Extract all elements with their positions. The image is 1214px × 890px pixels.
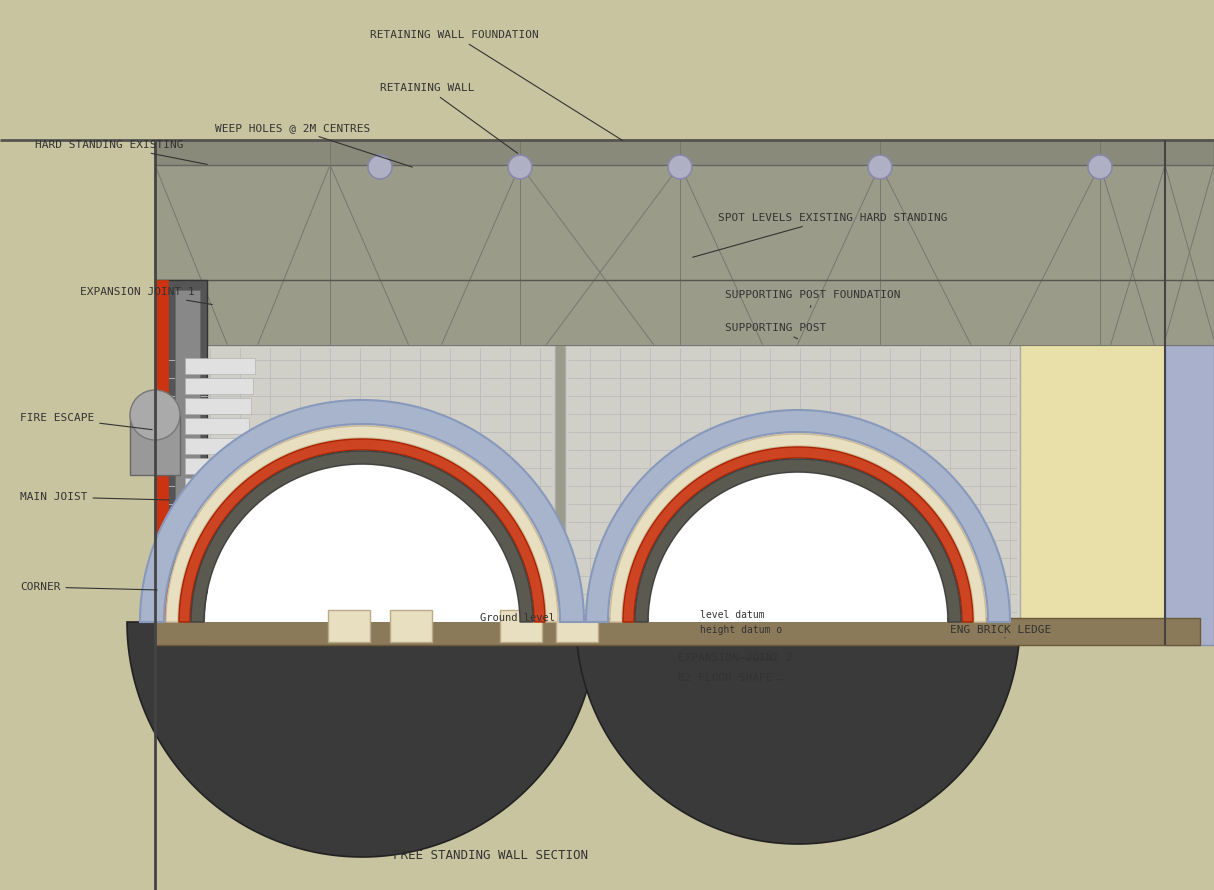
Polygon shape: [130, 415, 180, 475]
Polygon shape: [575, 622, 1020, 844]
Polygon shape: [185, 458, 245, 474]
Polygon shape: [649, 473, 947, 622]
Text: CORNER: CORNER: [19, 582, 158, 592]
Polygon shape: [965, 345, 1199, 625]
Polygon shape: [205, 465, 520, 622]
Polygon shape: [191, 451, 533, 622]
Polygon shape: [185, 378, 253, 394]
Polygon shape: [155, 140, 1214, 165]
Polygon shape: [185, 398, 251, 414]
Text: RETAINING WALL FOUNDATION: RETAINING WALL FOUNDATION: [370, 30, 623, 141]
Polygon shape: [165, 345, 555, 625]
Circle shape: [368, 155, 392, 179]
Polygon shape: [155, 160, 1214, 600]
Polygon shape: [586, 410, 1010, 622]
Text: FREE STANDING WALL SECTION: FREE STANDING WALL SECTION: [392, 848, 588, 862]
Polygon shape: [500, 610, 541, 642]
Polygon shape: [623, 447, 972, 622]
Polygon shape: [185, 358, 255, 374]
Text: EXPANSION JOINT 2: EXPANSION JOINT 2: [677, 653, 793, 663]
Text: EXPANSION JOINT 1: EXPANSION JOINT 1: [80, 287, 212, 304]
Text: SUPPORTING POST FOUNDATION: SUPPORTING POST FOUNDATION: [725, 290, 901, 307]
Text: MAIN JOIST: MAIN JOIST: [19, 492, 169, 502]
Text: WEEP HOLES @ 2M CENTRES: WEEP HOLES @ 2M CENTRES: [215, 123, 413, 167]
Polygon shape: [155, 280, 168, 645]
Polygon shape: [185, 498, 242, 514]
Polygon shape: [140, 400, 584, 622]
Polygon shape: [1165, 345, 1214, 645]
Polygon shape: [185, 438, 246, 454]
Text: 82 FLOOR SHAPE: 82 FLOOR SHAPE: [677, 673, 785, 683]
Circle shape: [668, 155, 692, 179]
Text: Ground level: Ground level: [480, 613, 555, 623]
Text: HARD STANDING EXISTING: HARD STANDING EXISTING: [35, 140, 208, 165]
Circle shape: [1088, 155, 1112, 179]
Polygon shape: [556, 610, 599, 642]
Polygon shape: [155, 618, 1199, 645]
Polygon shape: [155, 280, 208, 645]
Polygon shape: [185, 538, 237, 554]
Polygon shape: [390, 610, 432, 642]
Polygon shape: [166, 426, 558, 622]
Polygon shape: [635, 459, 961, 622]
Polygon shape: [178, 439, 545, 622]
Polygon shape: [127, 622, 597, 857]
Polygon shape: [185, 418, 249, 434]
Text: RETAINING WALL: RETAINING WALL: [380, 83, 517, 153]
Circle shape: [130, 390, 180, 440]
Polygon shape: [328, 610, 370, 642]
Text: FIRE ESCAPE: FIRE ESCAPE: [19, 413, 152, 430]
Circle shape: [507, 155, 532, 179]
Polygon shape: [565, 345, 1020, 625]
Text: SUPPORTING POST: SUPPORTING POST: [725, 323, 827, 339]
Text: SPOT LEVELS EXISTING HARD STANDING: SPOT LEVELS EXISTING HARD STANDING: [693, 213, 947, 257]
Text: level datum: level datum: [700, 610, 765, 620]
Polygon shape: [609, 434, 986, 622]
Text: height datum o: height datum o: [700, 625, 782, 635]
Text: ENG BRICK LEDGE: ENG BRICK LEDGE: [951, 625, 1051, 638]
Polygon shape: [185, 478, 243, 494]
Polygon shape: [175, 290, 200, 630]
Circle shape: [868, 155, 892, 179]
Polygon shape: [185, 518, 239, 534]
